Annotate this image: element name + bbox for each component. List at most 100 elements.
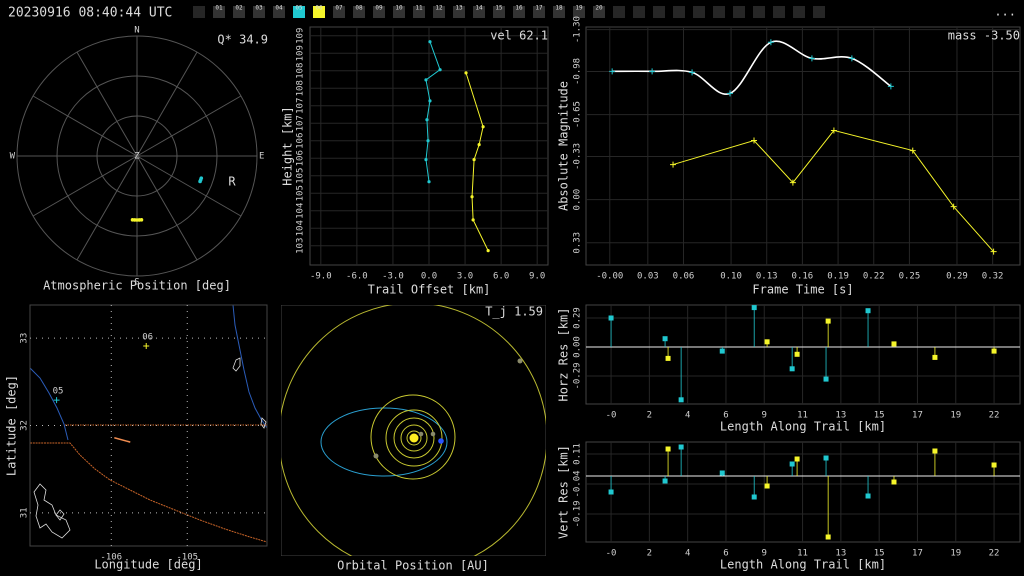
station-tab-blank xyxy=(613,6,625,18)
station-tab-blank xyxy=(733,6,745,18)
point-marker xyxy=(428,99,432,103)
point-marker xyxy=(789,179,796,186)
point-marker xyxy=(427,180,431,184)
point-marker xyxy=(808,55,815,62)
station-tab-label[interactable]: 20 xyxy=(595,5,603,12)
station-tab-blank xyxy=(633,6,645,18)
station-tab[interactable] xyxy=(213,6,225,18)
station-tab[interactable] xyxy=(453,6,465,18)
x-tick-label: 4 xyxy=(685,411,690,421)
residual-point xyxy=(823,455,829,461)
x-tick-label: -106 xyxy=(100,553,122,563)
x-tick-label: 22 xyxy=(989,411,1000,421)
station-tab-label[interactable]: 15 xyxy=(495,5,503,12)
x-tick-label: 0.03 xyxy=(637,272,659,282)
x-tick-label: 0.25 xyxy=(899,272,921,282)
station-tab[interactable] xyxy=(413,6,425,18)
y-tick-label: 0.00 xyxy=(573,189,583,211)
station-tab-label[interactable]: 08 xyxy=(355,5,363,12)
station-tab-label[interactable]: 02 xyxy=(235,5,243,12)
station-tab[interactable] xyxy=(333,6,345,18)
planet-orbit xyxy=(400,424,428,452)
x-tick-label: 6.0 xyxy=(493,272,509,282)
sky-point xyxy=(139,218,144,222)
station-tab[interactable] xyxy=(593,6,605,18)
station-tab-label[interactable]: 06 xyxy=(315,5,323,12)
planet xyxy=(430,431,436,437)
station-tab[interactable] xyxy=(433,6,445,18)
point-marker xyxy=(751,137,758,144)
station-tab[interactable] xyxy=(493,6,505,18)
residual-point xyxy=(678,397,684,403)
menu[interactable]: ... xyxy=(994,5,1016,19)
station-tab[interactable] xyxy=(253,6,265,18)
residual-point xyxy=(764,339,770,345)
plot-frame xyxy=(585,26,1021,266)
station-tab-label[interactable]: 10 xyxy=(395,5,403,12)
planet xyxy=(418,431,424,437)
station-tab[interactable] xyxy=(233,6,245,18)
station-marker xyxy=(53,397,60,404)
y-tick-label: 107 xyxy=(296,98,306,114)
point-marker xyxy=(767,39,774,46)
station-tab-blank xyxy=(693,6,705,18)
residual-point xyxy=(865,493,871,499)
station-tab-label[interactable]: 16 xyxy=(515,5,523,12)
y-axis-label: Absolute Magnitude xyxy=(557,81,571,211)
station-tab-label[interactable]: 18 xyxy=(555,5,563,12)
y-tick-label: 109 xyxy=(296,28,306,44)
y-tick-label: 0.33 xyxy=(573,232,583,254)
point-marker xyxy=(424,78,428,82)
station-tab-blank xyxy=(193,6,205,18)
planet xyxy=(517,358,523,364)
x-tick-label: 4 xyxy=(685,549,690,559)
station-tab-label[interactable]: 12 xyxy=(435,5,443,12)
station-tab[interactable] xyxy=(513,6,525,18)
station-tab-label[interactable]: 11 xyxy=(415,5,423,12)
point-marker xyxy=(426,139,430,143)
station-tab[interactable] xyxy=(353,6,365,18)
station-tab[interactable] xyxy=(313,6,325,18)
residual-point xyxy=(608,315,614,321)
station-tab-label[interactable]: 03 xyxy=(255,5,263,12)
station-tab[interactable] xyxy=(373,6,385,18)
sky-point xyxy=(198,179,202,184)
residual-point xyxy=(991,462,997,468)
residual-point xyxy=(751,494,757,500)
polar-spoke xyxy=(32,95,138,157)
station-tab-label[interactable]: 13 xyxy=(455,5,463,12)
point-marker xyxy=(887,83,894,90)
station-tab-label[interactable]: 14 xyxy=(475,5,483,12)
x-tick-label: 19 xyxy=(950,411,961,421)
lake xyxy=(260,417,267,429)
x-tick-label: 17 xyxy=(912,411,923,421)
x-tick-label: 0.29 xyxy=(946,272,968,282)
station-tab-label[interactable]: 17 xyxy=(535,5,543,12)
station-tab-label[interactable]: 04 xyxy=(275,5,283,12)
station-tab-label[interactable]: 01 xyxy=(215,5,223,12)
x-tick-label: 0.0 xyxy=(421,272,437,282)
station-tab-label[interactable]: 05 xyxy=(295,5,303,12)
y-tick-label: 106 xyxy=(296,133,306,149)
station-tab[interactable] xyxy=(553,6,565,18)
station-tab-blank xyxy=(673,6,685,18)
station-tab[interactable] xyxy=(293,6,305,18)
x-tick-label: 6 xyxy=(723,411,728,421)
border xyxy=(30,442,267,543)
x-tick-label: -0.00 xyxy=(596,272,623,282)
station-tab[interactable] xyxy=(573,6,585,18)
polar-spoke xyxy=(136,95,242,157)
station-tab-label[interactable]: 07 xyxy=(335,5,343,12)
station-tab-label[interactable]: 09 xyxy=(375,5,383,12)
point-marker xyxy=(848,55,855,62)
station-marker xyxy=(143,343,150,350)
y-tick-label: -0.98 xyxy=(573,58,583,85)
station-tab-label[interactable]: 19 xyxy=(575,5,583,12)
y-axis-label: Height [km] xyxy=(281,106,295,185)
station-tab[interactable] xyxy=(533,6,545,18)
annotation: vel 62.1 xyxy=(490,29,548,43)
station-tab[interactable] xyxy=(473,6,485,18)
station-tab[interactable] xyxy=(393,6,405,18)
station-tab[interactable] xyxy=(273,6,285,18)
y-tick-label: 107 xyxy=(296,115,306,131)
